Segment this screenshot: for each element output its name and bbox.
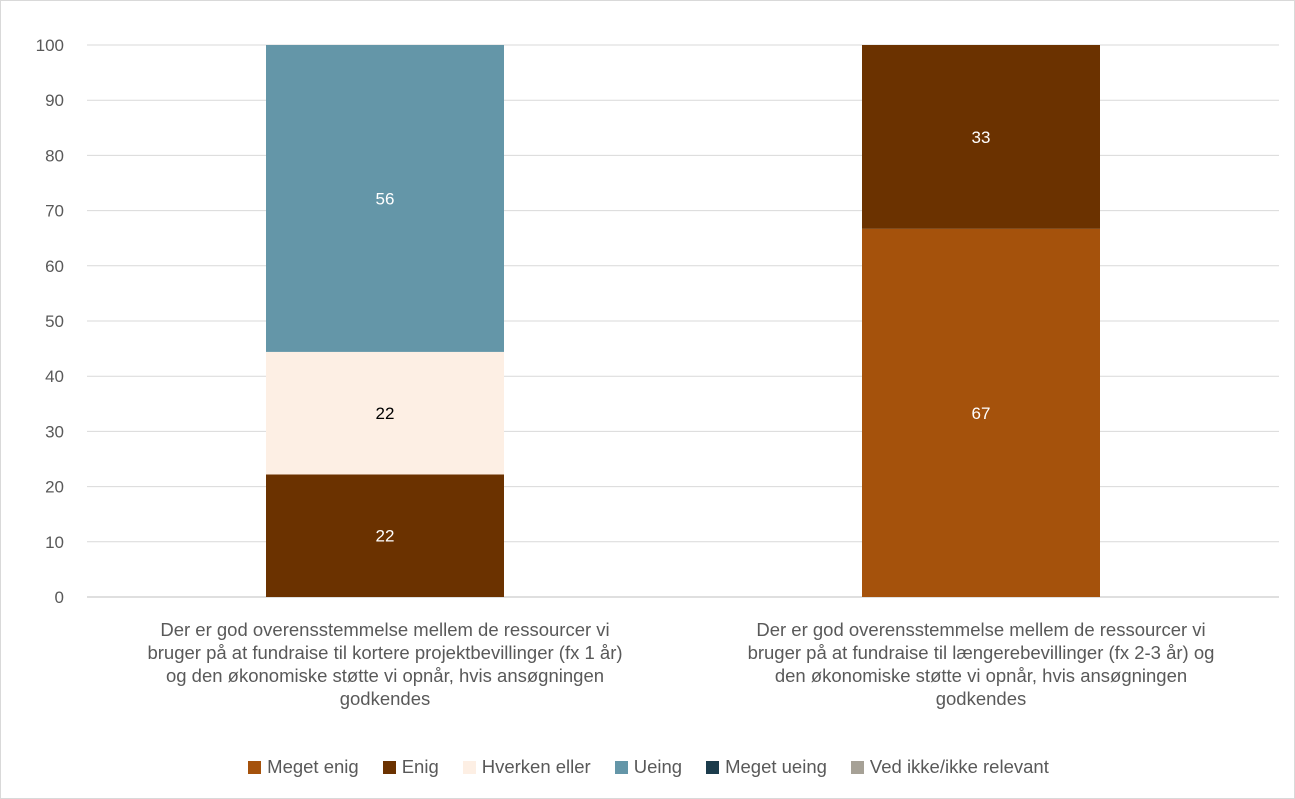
bar-segment <box>862 228 1100 598</box>
data-label: 22 <box>376 527 395 546</box>
y-tick-label: 80 <box>45 146 64 165</box>
y-tick-label: 70 <box>45 202 64 221</box>
bars <box>266 45 1100 598</box>
legend-item: Ueing <box>614 756 683 778</box>
legend-item: Meget enig <box>248 756 359 778</box>
legend-item: Meget ueing <box>706 756 827 778</box>
x-category-label-line: godkendes <box>935 688 1027 709</box>
y-tick-label: 30 <box>45 422 64 441</box>
legend-swatch <box>850 760 864 774</box>
legend-label: Ueing <box>633 756 683 777</box>
x-category-label: Der er god overensstemmelse mellem de re… <box>681 618 1281 710</box>
legend: Meget enig Enig Hverken eller Ueing Meget ue… <box>1 756 1295 778</box>
x-category-label-line: og den økonomiske støtte vi opnår, hvis … <box>165 665 605 686</box>
bar-segment <box>862 45 1100 229</box>
y-tick-label: 0 <box>55 588 64 607</box>
legend-label: Enig <box>401 756 439 777</box>
data-labels: 22 22 56 67 33 <box>376 128 991 546</box>
bar-segment <box>266 351 504 475</box>
legend-item: Ved ikke/ikke relevant <box>850 756 1049 778</box>
data-label: 67 <box>972 404 991 423</box>
gridlines <box>87 44 1279 598</box>
legend-label: Meget ueing <box>725 756 827 777</box>
x-category-label-line: godkendes <box>339 688 431 709</box>
legend-item: Hverken eller <box>462 756 591 778</box>
data-label: 22 <box>376 404 395 423</box>
x-category-label-line: den økonomiske støtte vi opnår, hvis ans… <box>774 665 1188 686</box>
legend-swatch <box>248 760 262 774</box>
y-tick-label: 100 <box>36 36 64 55</box>
x-category-label-line: Der er god overensstemmelse mellem de re… <box>756 619 1206 640</box>
y-tick-label: 40 <box>45 367 64 386</box>
y-tick-label: 10 <box>45 533 64 552</box>
y-tick-label: 50 <box>45 312 64 331</box>
legend-label: Hverken eller <box>481 756 591 777</box>
x-category-label-line: Der er god overensstemmelse mellem de re… <box>160 619 610 640</box>
legend-swatch <box>706 760 720 774</box>
y-tick-label: 60 <box>45 257 64 276</box>
y-tick-label: 20 <box>45 478 64 497</box>
data-label: 33 <box>972 128 991 147</box>
bar-segment <box>266 474 504 597</box>
legend-swatch <box>382 760 396 774</box>
bar-segment <box>266 45 504 352</box>
x-category-label-line: bruger på at fundraise til kortere proje… <box>147 642 623 663</box>
data-label: 56 <box>376 189 395 208</box>
legend-label: Meget enig <box>267 756 359 777</box>
y-axis: 0 10 20 30 40 50 60 70 80 90 100 <box>36 36 64 607</box>
legend-swatch <box>614 760 628 774</box>
legend-item: Enig <box>382 756 439 778</box>
legend-swatch <box>462 760 476 774</box>
x-category-label: Der er god overensstemmelse mellem de re… <box>85 618 685 710</box>
y-tick-label: 90 <box>45 91 64 110</box>
x-category-label-line: bruger på at fundraise til længerebevill… <box>747 642 1215 663</box>
stacked-bar-chart: 0 10 20 30 40 50 60 70 80 90 100 22 22 56 67 33 <box>36 36 1279 607</box>
legend-label: Ved ikke/ikke relevant <box>869 756 1049 777</box>
